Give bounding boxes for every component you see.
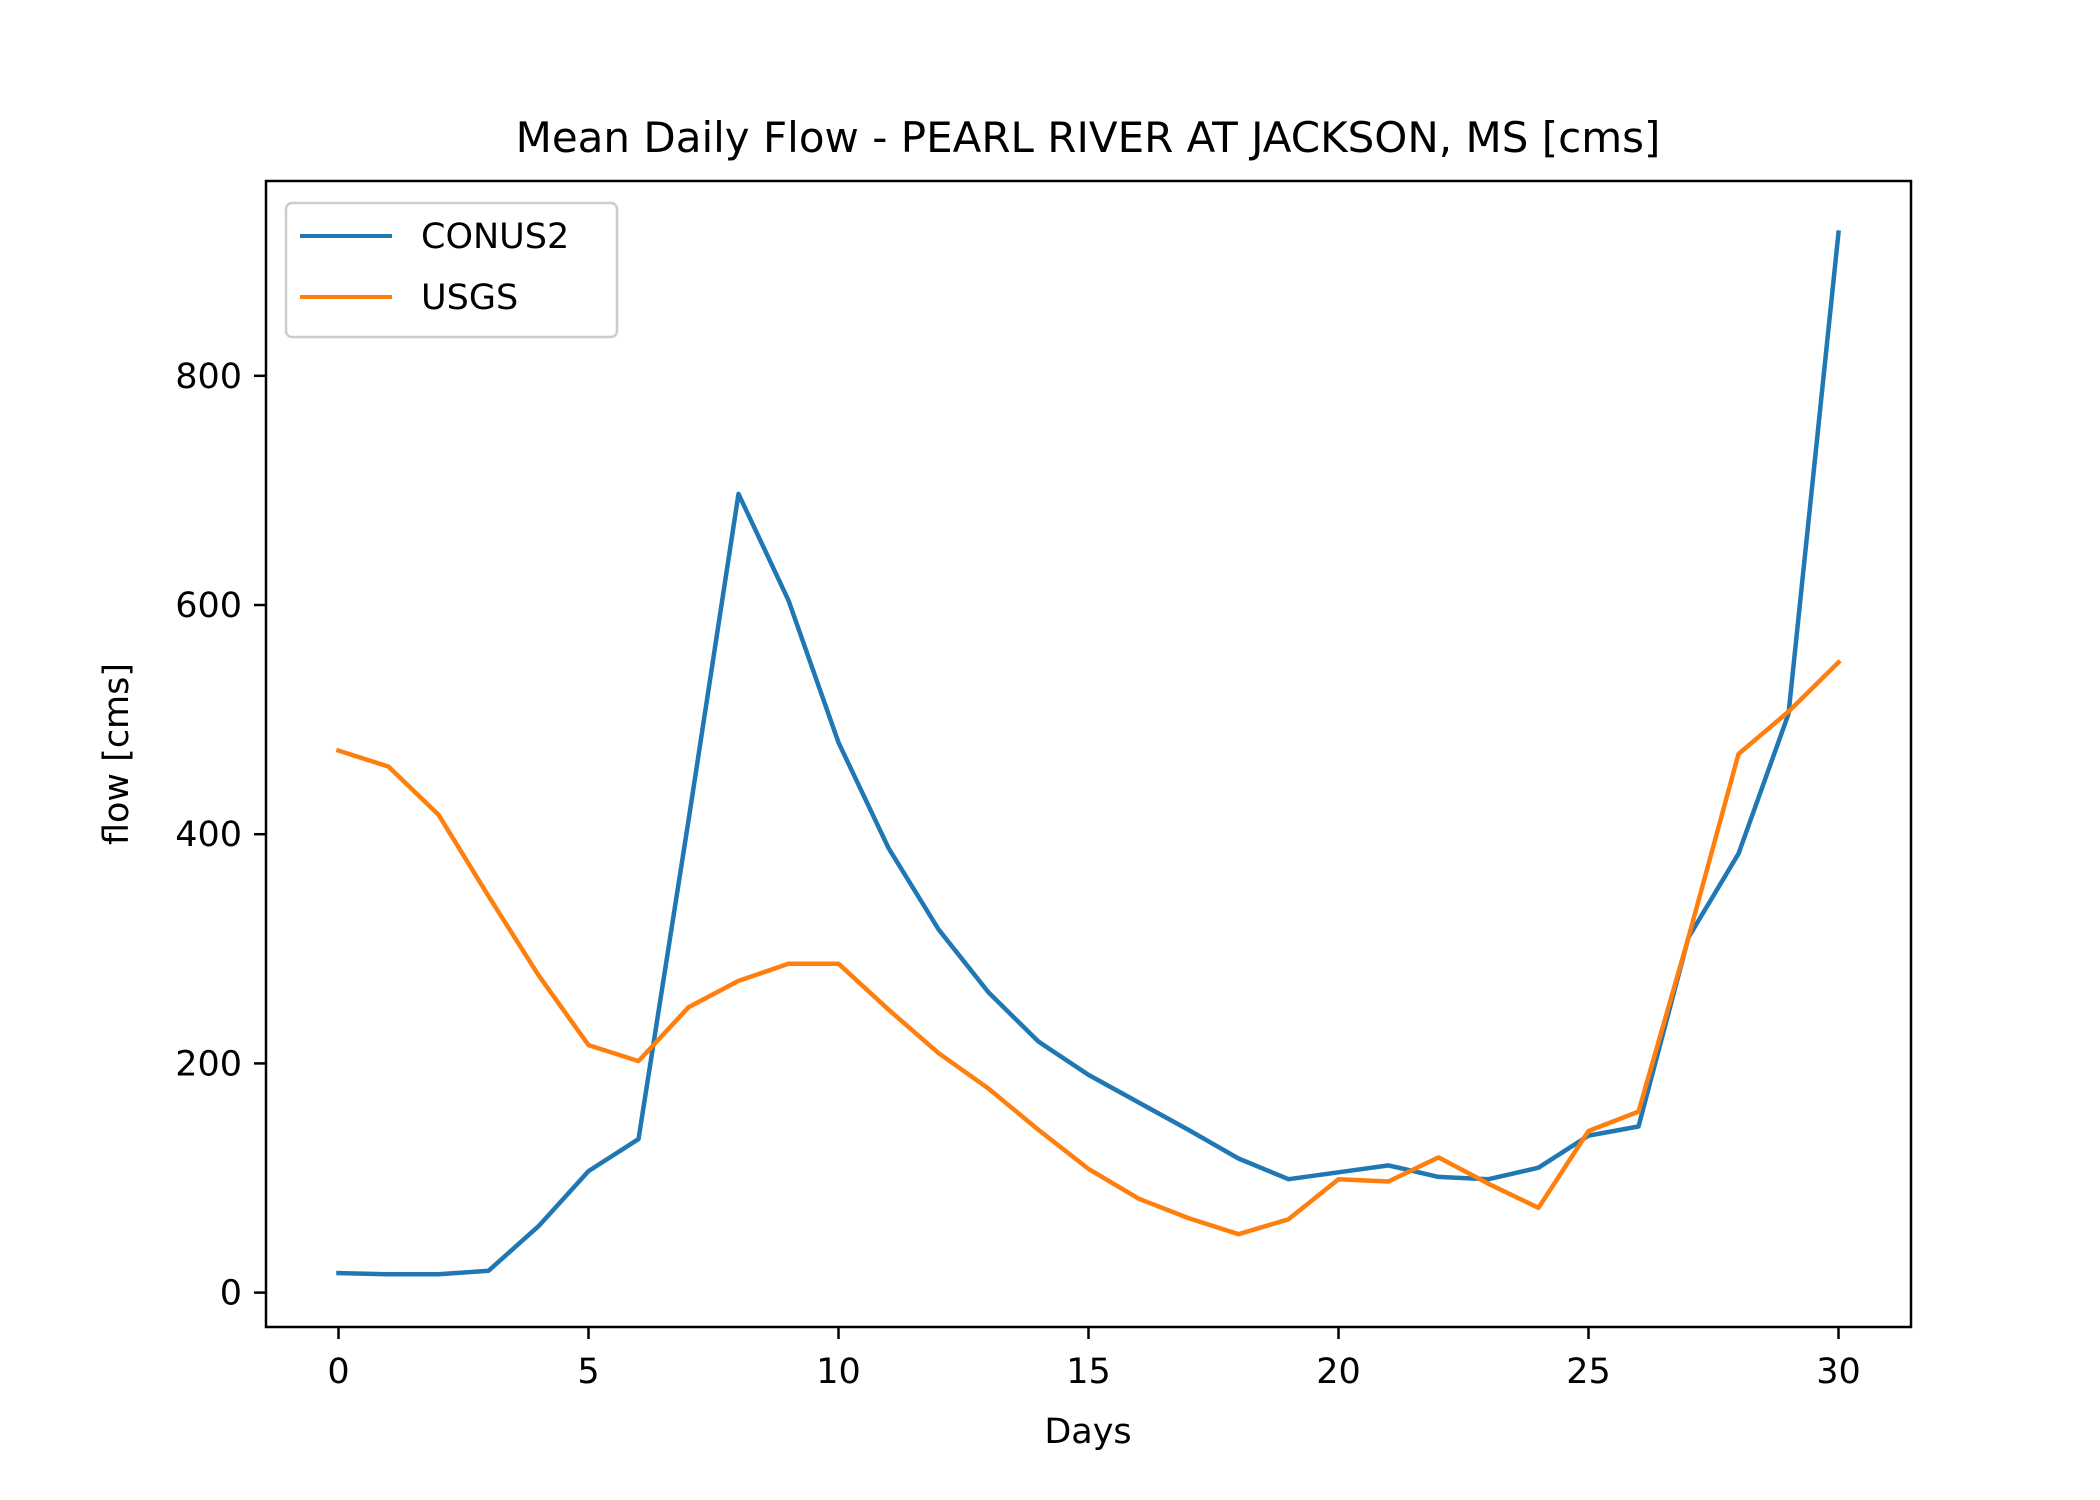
data-point-usgs xyxy=(1837,661,1840,664)
x-tick-label: 30 xyxy=(1816,1352,1861,1392)
data-point-usgs xyxy=(1087,1167,1090,1170)
y-axis: 0 200 400 600 800 xyxy=(175,357,266,1314)
data-point-usgs xyxy=(1037,1128,1040,1131)
data-point-usgs xyxy=(337,749,340,752)
data-point-usgs xyxy=(1437,1156,1440,1159)
data-point-usgs xyxy=(1637,1110,1640,1113)
data-point-usgs xyxy=(1537,1206,1540,1209)
x-tick-label: 0 xyxy=(327,1352,349,1392)
data-point-usgs xyxy=(487,895,490,898)
x-tick-label: 15 xyxy=(1066,1352,1111,1392)
data-point-conus2 xyxy=(387,1273,390,1276)
data-point-conus2 xyxy=(1437,1175,1440,1178)
data-point-conus2 xyxy=(1237,1157,1240,1160)
data-point-conus2 xyxy=(1387,1164,1390,1167)
data-point-conus2 xyxy=(837,741,840,744)
x-tick-label: 25 xyxy=(1566,1352,1611,1392)
data-point-usgs xyxy=(1237,1233,1240,1236)
data-point-usgs xyxy=(1387,1180,1390,1183)
data-point-conus2 xyxy=(1287,1178,1290,1181)
data-point-conus2 xyxy=(937,928,940,931)
data-point-usgs xyxy=(737,979,740,982)
data-point-usgs xyxy=(387,765,390,768)
data-point-conus2 xyxy=(1487,1178,1490,1181)
data-point-usgs xyxy=(1687,936,1690,939)
data-point-usgs xyxy=(787,962,790,965)
data-point-usgs xyxy=(687,1006,690,1009)
data-point-usgs xyxy=(1137,1197,1140,1200)
data-point-conus2 xyxy=(987,991,990,994)
y-tick-label: 400 xyxy=(175,815,242,855)
data-point-usgs xyxy=(987,1087,990,1090)
data-point-usgs xyxy=(1787,710,1790,713)
legend-label-conus2: CONUS2 xyxy=(421,217,569,257)
data-point-usgs xyxy=(1187,1217,1190,1220)
y-tick-label: 200 xyxy=(175,1044,242,1084)
x-tick-label: 20 xyxy=(1316,1352,1361,1392)
data-point-conus2 xyxy=(1737,852,1740,855)
data-point-usgs xyxy=(1587,1130,1590,1133)
x-tick-label: 10 xyxy=(816,1352,861,1392)
data-point-usgs xyxy=(837,962,840,965)
data-point-conus2 xyxy=(487,1269,490,1272)
legend: CONUS2 USGS xyxy=(284,201,619,339)
y-tick-label: 0 xyxy=(220,1274,242,1314)
data-point-conus2 xyxy=(537,1225,540,1228)
data-point-conus2 xyxy=(737,492,740,495)
series-layer xyxy=(335,230,1842,1277)
data-point-usgs xyxy=(437,813,440,816)
data-point-conus2 xyxy=(1537,1166,1540,1169)
data-point-conus2 xyxy=(1187,1128,1190,1131)
y-tick-label: 800 xyxy=(175,357,242,397)
legend-label-usgs: USGS xyxy=(421,278,518,318)
series-line-conus2 xyxy=(336,230,1841,1277)
series-line-usgs xyxy=(335,659,1842,1237)
y-tick-label: 600 xyxy=(175,586,242,626)
data-point-usgs xyxy=(587,1044,590,1047)
data-point-conus2 xyxy=(1637,1125,1640,1128)
data-point-usgs xyxy=(1487,1182,1490,1185)
chart-title: Mean Daily Flow - PEARL RIVER AT JACKSON… xyxy=(516,113,1661,162)
data-point-conus2 xyxy=(1037,1040,1040,1043)
data-point-usgs xyxy=(537,974,540,977)
data-point-usgs xyxy=(887,1008,890,1011)
data-point-usgs xyxy=(637,1060,640,1063)
data-point-conus2 xyxy=(1837,231,1840,234)
y-axis-label: flow [cms] xyxy=(97,663,137,845)
data-point-usgs xyxy=(937,1052,940,1055)
data-point-usgs xyxy=(1737,753,1740,756)
data-point-usgs xyxy=(1337,1178,1340,1181)
x-tick-label: 5 xyxy=(577,1352,599,1392)
data-point-conus2 xyxy=(587,1170,590,1173)
data-point-conus2 xyxy=(887,847,890,850)
data-point-conus2 xyxy=(787,599,790,602)
data-point-conus2 xyxy=(687,819,690,822)
x-axis: 0 5 10 15 20 25 30 xyxy=(327,1327,1861,1392)
data-point-conus2 xyxy=(1087,1073,1090,1076)
data-point-conus2 xyxy=(1337,1171,1340,1174)
x-axis-label: Days xyxy=(1044,1412,1131,1452)
data-point-usgs xyxy=(1287,1218,1290,1221)
data-point-conus2 xyxy=(637,1138,640,1141)
data-point-conus2 xyxy=(1137,1101,1140,1104)
data-point-conus2 xyxy=(437,1273,440,1276)
data-point-conus2 xyxy=(337,1272,340,1275)
